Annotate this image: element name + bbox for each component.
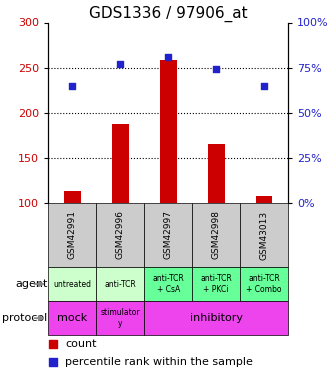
Bar [96,301,144,335]
Point [166,54,171,60]
Bar [144,301,288,335]
Text: mock: mock [57,313,87,323]
Text: agent: agent [15,279,47,289]
Bar [112,123,129,203]
Point [50,341,56,347]
Bar [240,203,288,267]
Bar [96,203,144,267]
Text: anti-TCR
+ Combo: anti-TCR + Combo [246,274,282,294]
Point [50,359,56,365]
Text: GSM42998: GSM42998 [211,210,221,260]
Point [70,82,75,88]
Point [261,82,267,88]
Point [118,61,123,67]
Text: untreated: untreated [53,280,91,289]
Bar [144,203,192,267]
Text: GSM43013: GSM43013 [259,210,269,260]
Text: GSM42991: GSM42991 [68,210,77,260]
Bar [144,267,192,301]
Text: stimulator
y: stimulator y [101,308,140,328]
Text: GSM42997: GSM42997 [164,210,173,260]
Text: inhibitory: inhibitory [189,313,243,323]
Bar [64,191,81,203]
Bar [192,267,240,301]
Text: anti-TCR
+ CsA: anti-TCR + CsA [152,274,184,294]
Bar [192,203,240,267]
Text: anti-TCR: anti-TCR [104,280,136,289]
Bar [48,267,96,301]
Bar [96,267,144,301]
Bar [48,203,96,267]
Text: count: count [65,339,97,349]
Bar [208,144,224,203]
Point [213,66,219,72]
Bar [160,60,176,203]
Bar [256,196,272,203]
Text: percentile rank within the sample: percentile rank within the sample [65,357,253,367]
Text: protocol: protocol [2,313,47,323]
Title: GDS1336 / 97906_at: GDS1336 / 97906_at [89,6,247,22]
Bar [48,301,96,335]
Text: GSM42996: GSM42996 [116,210,125,260]
Text: anti-TCR
+ PKCi: anti-TCR + PKCi [200,274,232,294]
Bar [240,267,288,301]
